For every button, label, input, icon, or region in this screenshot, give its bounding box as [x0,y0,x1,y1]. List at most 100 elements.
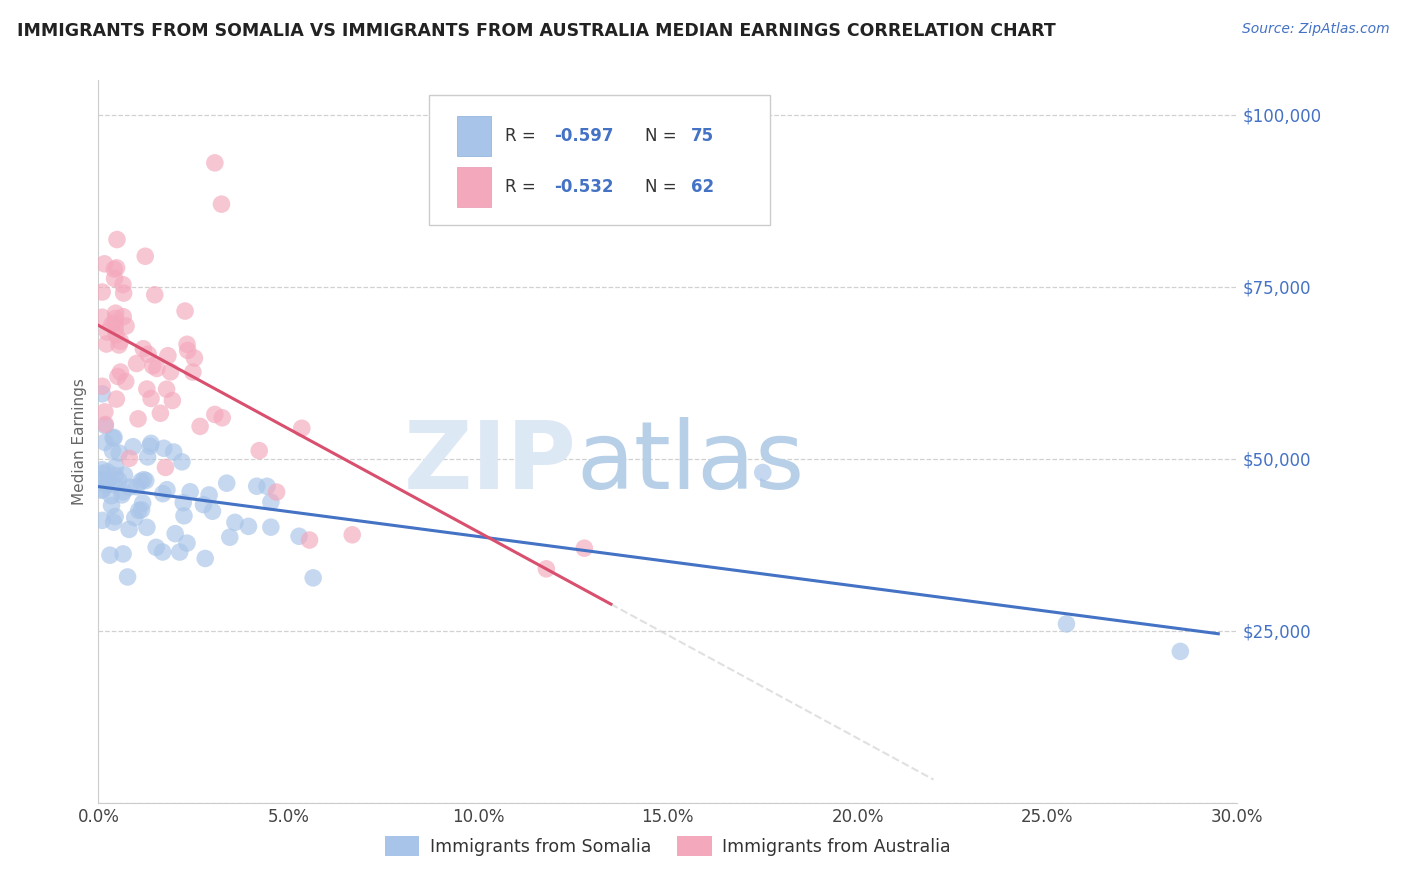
Point [96,465,118,479]
Point [112,547,135,561]
Point [298,533,321,547]
Point [103,477,125,491]
Point [104,311,127,326]
Point [96,478,118,492]
Point [143,287,166,301]
Point [176,343,198,358]
Point [155,382,177,396]
Point [198,488,221,502]
Point [112,484,135,499]
Text: atlas: atlas [576,417,806,509]
Point [172,496,194,510]
Point [105,260,128,275]
Text: Source: ZipAtlas.com: Source: ZipAtlas.com [1241,22,1389,37]
Point [107,473,129,487]
Point [291,421,314,435]
Point [132,342,155,356]
Point [156,483,179,497]
Point [101,431,124,445]
Point [142,359,165,373]
Point [124,510,146,524]
Point [104,468,127,483]
Point [105,233,128,247]
Point [128,503,150,517]
Point [108,338,131,352]
Point [94,417,117,432]
Point [110,334,132,349]
Point [342,528,364,542]
Point [91,483,114,497]
Point [170,455,193,469]
Point [101,443,124,458]
FancyBboxPatch shape [457,167,491,207]
Point [103,262,125,277]
Point [246,479,269,493]
Point [97,473,120,487]
Point [118,522,141,536]
Point [146,361,169,376]
Point [139,436,162,450]
Point [169,545,191,559]
Point [224,516,246,530]
Point [111,488,134,502]
Point [176,337,198,351]
Point [107,369,129,384]
Point [135,474,157,488]
Text: -0.532: -0.532 [554,178,613,196]
Point [163,445,186,459]
Point [91,467,114,481]
Point [91,285,114,299]
Point [193,498,215,512]
Text: R =: R = [505,128,541,145]
Point [266,485,288,500]
Point [215,476,238,491]
Point [125,357,148,371]
Point [188,419,211,434]
Point [136,347,159,361]
Point [173,508,195,523]
Point [156,349,179,363]
Point [101,318,124,332]
Point [131,496,153,510]
Point [145,541,167,555]
Point [104,509,127,524]
Point [201,504,224,518]
Point [536,562,558,576]
Point [256,479,278,493]
Text: 75: 75 [690,128,714,145]
Point [104,306,127,320]
Point [204,156,226,170]
Point [302,571,325,585]
Point [194,551,217,566]
Point [204,408,226,422]
Point [238,519,260,533]
Point [152,486,174,500]
Point [159,365,181,379]
Point [181,365,204,379]
Point [91,310,114,325]
Point [1056,616,1078,631]
Point [103,271,125,285]
Point [134,249,156,263]
Point [1170,644,1192,658]
Text: ZIP: ZIP [404,417,576,509]
Point [155,460,177,475]
Point [165,526,187,541]
Text: N =: N = [645,128,682,145]
Text: -0.597: -0.597 [554,128,613,145]
Text: 62: 62 [690,178,714,196]
Point [131,503,153,517]
Point [149,406,172,420]
Point [96,325,118,339]
Point [103,515,125,529]
Point [111,277,134,292]
Point [91,463,114,477]
Point [104,459,127,474]
Point [127,412,149,426]
Point [100,489,122,503]
Point [115,318,138,333]
Point [211,197,233,211]
Point [93,257,115,271]
Point [174,304,197,318]
Point [752,466,775,480]
